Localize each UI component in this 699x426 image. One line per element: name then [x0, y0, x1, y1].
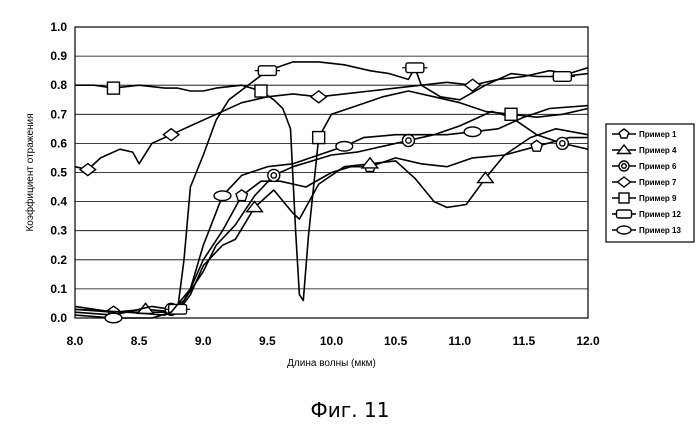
series-6-point [553, 72, 571, 82]
legend-label: Пример 1 [639, 130, 677, 139]
y-tick-label: 0.8 [50, 78, 67, 92]
y-tick-label: 1.0 [50, 20, 67, 34]
series-3-point [402, 134, 414, 146]
series-3-point [556, 137, 568, 149]
series-1-point [531, 140, 542, 151]
series-line-6 [75, 62, 588, 315]
series-2-point [478, 172, 494, 182]
y-tick-label: 0.1 [50, 282, 67, 296]
series-3-point [268, 169, 280, 181]
x-tick-label: 9.0 [195, 334, 212, 348]
x-tick-label: 9.5 [259, 334, 276, 348]
series-line-7 [75, 106, 588, 318]
legend-label: Пример 4 [639, 146, 677, 155]
series-7-point [214, 191, 231, 201]
series-6-point [258, 66, 276, 76]
legend-label: Пример 7 [639, 178, 677, 187]
legend-label: Пример 13 [639, 226, 681, 235]
series-6-point [406, 63, 424, 73]
y-tick-label: 0.0 [50, 311, 67, 325]
x-tick-label: 11.0 [448, 334, 471, 348]
legend-marker-3 [619, 161, 629, 171]
series-line-3 [75, 111, 588, 315]
series-7-point [336, 142, 353, 152]
y-tick-label: 0.7 [50, 107, 67, 121]
legend-label: Пример 9 [639, 194, 677, 203]
legend-label: Пример 6 [639, 162, 677, 171]
series-4-point [163, 129, 179, 141]
x-tick-label: 10.5 [384, 334, 408, 348]
x-tick-label: 8.0 [67, 334, 84, 348]
series-1-point [236, 190, 247, 201]
legend-marker-7 [617, 226, 631, 234]
y-tick-label: 0.2 [50, 253, 67, 267]
series-5-point [255, 85, 267, 97]
series-7-point [105, 313, 122, 323]
y-tick-label: 0.5 [50, 166, 67, 180]
legend-marker-6 [617, 210, 632, 218]
x-tick-label: 11.5 [513, 334, 536, 348]
y-tick-label: 0.9 [50, 49, 67, 63]
legend-marker-5 [619, 193, 629, 203]
y-tick-label: 0.6 [50, 136, 67, 150]
x-axis-title: Длина волны (мкм) [287, 358, 376, 369]
series-4-point [311, 91, 327, 103]
figure-caption: Фиг. 11 [300, 398, 400, 422]
series-7-point [464, 127, 481, 137]
legend-label: Пример 12 [639, 210, 681, 219]
x-tick-label: 10.0 [320, 334, 344, 348]
series-5-point [313, 132, 325, 144]
y-axis-title: Коэффициент отражения [24, 113, 36, 231]
series-5-point [107, 82, 119, 94]
x-tick-label: 12.0 [576, 334, 600, 348]
y-tick-label: 0.4 [50, 195, 67, 209]
x-tick-label: 8.5 [131, 334, 148, 348]
series-line-1 [75, 138, 588, 313]
series-5-point [505, 108, 517, 120]
series-line-2 [75, 129, 588, 312]
y-tick-label: 0.3 [50, 224, 67, 238]
